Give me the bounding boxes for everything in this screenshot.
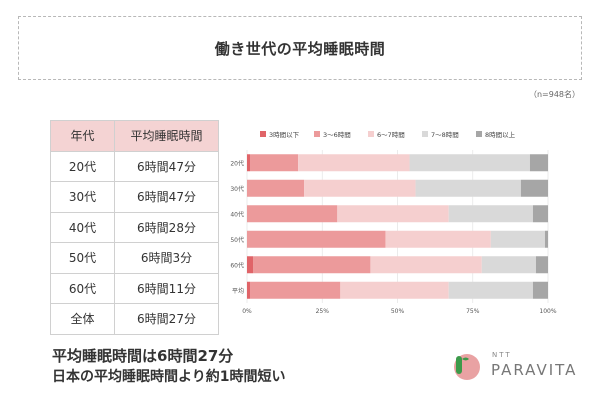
bar-segment <box>481 256 536 274</box>
category-label: 30代 <box>230 185 244 193</box>
bar-segment <box>490 230 545 248</box>
paravita-logo-icon <box>454 354 480 380</box>
summary-table: 年代 平均睡眠時間 20代 6時間47分 30代 6時間47分 40代 6時間2… <box>50 120 219 335</box>
cell-age: 50代 <box>50 242 115 274</box>
x-tick-label: 100% <box>539 308 556 315</box>
table-row: 60代 6時間11分 <box>50 272 219 304</box>
legend-swatch <box>314 131 320 137</box>
conclusion-line-2: 日本の平均睡眠時間より約1時間短い <box>52 369 286 385</box>
bar-segment <box>247 230 386 248</box>
legend-swatch <box>422 131 428 137</box>
x-tick-label: 75% <box>466 308 480 315</box>
category-label: 60代 <box>230 261 244 269</box>
table-row: 全体 6時間27分 <box>50 303 219 335</box>
bar-segment <box>535 256 548 274</box>
category-label: 50代 <box>230 236 244 244</box>
bar-segment <box>247 179 305 197</box>
cell-sleep: 6時間47分 <box>114 181 219 213</box>
x-tick-label: 0% <box>242 308 252 315</box>
x-tick-label: 25% <box>316 308 330 315</box>
logo-brand-text: PARAVITA <box>491 361 578 379</box>
cell-age: 30代 <box>50 181 115 213</box>
bar-segment <box>253 256 371 274</box>
bar-segment <box>247 256 254 274</box>
title-box: 働き世代の平均睡眠時間 <box>18 16 582 80</box>
legend-label: 6～7時間 <box>377 131 405 139</box>
cell-sleep: 6時間3分 <box>114 242 219 274</box>
cell-sleep: 6時間27分 <box>114 303 219 335</box>
bar-segment <box>247 281 251 299</box>
legend-label: 7～8時間 <box>431 131 459 139</box>
logo-small-text: NTT <box>492 351 512 359</box>
bar-segment <box>529 154 548 172</box>
bar-segment <box>448 281 533 299</box>
cell-sleep: 6時間47分 <box>114 150 219 182</box>
header-avg-sleep: 平均睡眠時間 <box>114 120 219 152</box>
bar-segment <box>385 230 491 248</box>
legend-label: 3～6時間 <box>323 131 351 139</box>
bar-segment <box>520 179 548 197</box>
category-label: 平均 <box>232 287 244 295</box>
cell-age: 60代 <box>50 272 115 304</box>
cell-age: 40代 <box>50 211 115 243</box>
table-row: 50代 6時間3分 <box>50 242 219 274</box>
cell-age: 全体 <box>50 303 115 335</box>
legend-label: 3時間以下 <box>269 131 300 139</box>
chart-svg: 3時間以下 3～6時間 6～7時間 7～8時間 8時間以上 20代 30代 40代 50代 60代… <box>230 130 557 315</box>
x-tick-label: 50% <box>391 308 405 315</box>
sleep-distribution-chart: 3時間以下 3～6時間 6～7時間 7～8時間 8時間以上 20代 30代 40代 50代 60代… <box>226 126 560 326</box>
category-label: 40代 <box>230 210 244 218</box>
bar-segment <box>247 205 338 223</box>
conclusion-line-1: 平均睡眠時間は6時間27分 <box>52 347 234 365</box>
bar-segment <box>532 281 548 299</box>
bar-segment <box>304 179 416 197</box>
bar-segment <box>415 179 521 197</box>
table-row: 30代 6時間47分 <box>50 181 219 213</box>
table-row: 40代 6時間28分 <box>50 211 219 243</box>
header-age: 年代 <box>50 120 115 152</box>
cell-age: 20代 <box>50 150 115 182</box>
cell-sleep: 6時間28分 <box>114 211 219 243</box>
bar-segment <box>448 205 533 223</box>
bar-segment <box>250 154 299 172</box>
brand-logo: NTT PARAVITA <box>450 350 580 386</box>
bar-segment <box>298 154 410 172</box>
category-label: 20代 <box>230 159 244 167</box>
cell-sleep: 6時間11分 <box>114 272 219 304</box>
bar-segment <box>532 205 548 223</box>
legend-swatch <box>260 131 266 137</box>
bar-segment <box>340 281 449 299</box>
bar-segment <box>409 154 530 172</box>
sample-size-note: （n=948名） <box>528 90 580 99</box>
conclusion: 平均睡眠時間は6時間27分 日本の平均睡眠時間より約1時間短い <box>52 346 285 388</box>
table-row: 20代 6時間47分 <box>50 150 219 182</box>
bar-segment <box>370 256 482 274</box>
bar-segment <box>247 154 251 172</box>
legend-label: 8時間以上 <box>485 130 516 139</box>
legend-swatch <box>476 131 482 137</box>
bar-segment <box>544 230 548 248</box>
table-header-row: 年代 平均睡眠時間 <box>50 120 219 152</box>
bar-segment <box>337 205 449 223</box>
page-title: 働き世代の平均睡眠時間 <box>214 39 386 58</box>
bar-segment <box>250 281 341 299</box>
legend-swatch <box>368 131 374 137</box>
